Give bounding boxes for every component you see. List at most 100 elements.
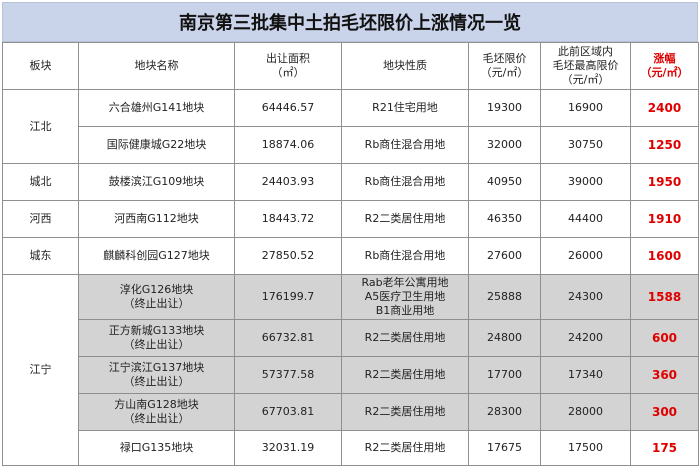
prev-price-cell: 16900 (540, 89, 631, 127)
land-name-cell: 方山南G128地块 （终止出让） (78, 393, 235, 431)
rise-cell: 300 (630, 393, 699, 431)
nature-cell: Rb商住混合用地 (341, 237, 469, 275)
header-region: 板块 (2, 42, 79, 90)
land-name-cell: 麒麟科创园G127地块 (78, 237, 235, 275)
rise-cell: 1588 (630, 274, 699, 320)
prev-price-cell: 17340 (540, 356, 631, 394)
area-cell: 64446.57 (234, 89, 342, 127)
nature-line: A5医疗卫生用地 (364, 290, 446, 303)
land-name-cell: 正方新城G133地块 （终止出让） (78, 319, 235, 357)
header-price: 毛坯限价 （元/㎡） (468, 42, 541, 90)
header-prev-line3: （元/㎡） (561, 73, 610, 86)
header-nature: 地块性质 (341, 42, 469, 90)
prev-price-cell: 24200 (540, 319, 631, 357)
rise-cell: 1910 (630, 200, 699, 238)
land-name: 淳化G126地块 (119, 283, 194, 296)
table-row: 城东 麒麟科创园G127地块 27850.52 Rb商住混合用地 27600 2… (2, 237, 699, 275)
header-row: 板块 地块名称 出让面积 （㎡） 地块性质 毛坯限价 （元/㎡） 此前区域内 毛… (2, 42, 699, 90)
area-cell: 27850.52 (234, 237, 342, 275)
price-cell: 17675 (468, 430, 541, 466)
header-prev-line2: 毛坯最高限价 (552, 59, 619, 72)
rise-cell: 1950 (630, 163, 699, 201)
land-name-cell: 六合雄州G141地块 (78, 89, 235, 127)
rise-cell: 2400 (630, 89, 699, 127)
table-row: 江宁滨江G137地块 （终止出让） 57377.58 R2二类居住用地 1770… (3, 356, 699, 394)
area-cell: 24403.93 (234, 163, 342, 201)
land-name: 方山南G128地块 (114, 398, 199, 411)
land-name-cell: 鼓楼滨江G109地块 (78, 163, 235, 201)
table-row: 河西 河西南G112地块 18443.72 R2二类居住用地 46350 444… (2, 200, 699, 238)
price-cell: 24800 (468, 319, 541, 357)
land-name: 正方新城G133地块 (108, 324, 205, 337)
area-cell: 67703.81 (234, 393, 342, 431)
header-rise-line2: （元/㎡） (640, 66, 689, 79)
prev-price-cell: 28000 (540, 393, 631, 431)
page-title: 南京第三批集中土拍毛坯限价上涨情况一览 (2, 2, 698, 42)
table-row: 禄口G135地块 32031.19 R2二类居住用地 17675 17500 1… (3, 430, 699, 466)
price-cell: 27600 (468, 237, 541, 275)
area-cell: 18443.72 (234, 200, 342, 238)
table-row: 江北 六合雄州G141地块 64446.57 R21住宅用地 19300 169… (2, 89, 699, 164)
area-cell: 18874.06 (234, 126, 342, 164)
nature-cell: Rb商住混合用地 (341, 163, 469, 201)
header-area-line2: （㎡） (271, 66, 305, 79)
nature-cell: R2二类居住用地 (341, 430, 469, 466)
header-name: 地块名称 (78, 42, 235, 90)
prev-price-cell: 39000 (540, 163, 631, 201)
header-price-line2: （元/㎡） (480, 66, 529, 79)
prev-price-cell: 30750 (540, 126, 631, 164)
nature-cell: R21住宅用地 (341, 89, 469, 127)
header-area: 出让面积 （㎡） (234, 42, 342, 90)
region-cell: 城东 (2, 237, 79, 275)
table-row: 正方新城G133地块 （终止出让） 66732.81 R2二类居住用地 2480… (3, 319, 699, 357)
header-price-line1: 毛坯限价 (482, 52, 527, 65)
land-name: 江宁滨江G137地块 (108, 361, 205, 374)
land-status-note: （终止出让） (123, 412, 190, 425)
price-cell: 25888 (468, 274, 541, 320)
price-cell: 32000 (468, 126, 541, 164)
table-row: 城北 鼓楼滨江G109地块 24403.93 Rb商住混合用地 40950 39… (2, 163, 699, 201)
area-cell: 32031.19 (234, 430, 342, 466)
land-name-cell: 淳化G126地块 （终止出让） (78, 274, 235, 320)
land-name-cell: 河西南G112地块 (78, 200, 235, 238)
nature-line: Rab老年公寓用地 (361, 276, 449, 289)
price-cell: 19300 (468, 89, 541, 127)
land-price-table: 板块 地块名称 出让面积 （㎡） 地块性质 毛坯限价 （元/㎡） 此前区域内 毛… (2, 42, 699, 466)
nature-cell: R2二类居住用地 (341, 319, 469, 357)
land-name-cell: 国际健康城G22地块 (78, 126, 235, 164)
land-status-note: （终止出让） (123, 297, 190, 310)
region-cell: 河西 (2, 200, 79, 238)
header-area-line1: 出让面积 (266, 52, 310, 65)
nature-cell: Rab老年公寓用地 A5医疗卫生用地 B1商业用地 (341, 274, 469, 320)
land-status-note: （终止出让） (123, 375, 190, 388)
prev-price-cell: 17500 (540, 430, 631, 466)
header-prev-price: 此前区域内 毛坯最高限价 （元/㎡） (540, 42, 631, 90)
region-cell: 江北 (2, 89, 79, 164)
table-row: 国际健康城G22地块 18874.06 Rb商住混合用地 32000 30750… (3, 126, 699, 164)
land-name-cell: 禄口G135地块 (78, 430, 235, 466)
nature-cell: R2二类居住用地 (341, 356, 469, 394)
region-cell: 江宁 (2, 274, 79, 466)
rise-cell: 600 (630, 319, 699, 357)
rise-cell: 1600 (630, 237, 699, 275)
nature-cell: R2二类居住用地 (341, 393, 469, 431)
header-rise: 涨幅 （元/㎡） (630, 42, 699, 90)
prev-price-cell: 26000 (540, 237, 631, 275)
area-cell: 176199.7 (234, 274, 342, 320)
land-status-note: （终止出让） (123, 338, 190, 351)
price-cell: 28300 (468, 393, 541, 431)
land-name-cell: 江宁滨江G137地块 （终止出让） (78, 356, 235, 394)
prev-price-cell: 44400 (540, 200, 631, 238)
header-prev-line1: 此前区域内 (558, 45, 613, 58)
area-cell: 57377.58 (234, 356, 342, 394)
price-cell: 17700 (468, 356, 541, 394)
nature-line: B1商业用地 (375, 304, 435, 317)
prev-price-cell: 24300 (540, 274, 631, 320)
rise-cell: 1250 (630, 126, 699, 164)
region-cell: 城北 (2, 163, 79, 201)
table-row: 江宁 淳化G126地块 （终止出让） 176199.7 Rab老年公寓用地 A5… (2, 274, 699, 466)
nature-cell: R2二类居住用地 (341, 200, 469, 238)
table-row: 方山南G128地块 （终止出让） 67703.81 R2二类居住用地 28300… (3, 393, 699, 431)
nature-cell: Rb商住混合用地 (341, 126, 469, 164)
